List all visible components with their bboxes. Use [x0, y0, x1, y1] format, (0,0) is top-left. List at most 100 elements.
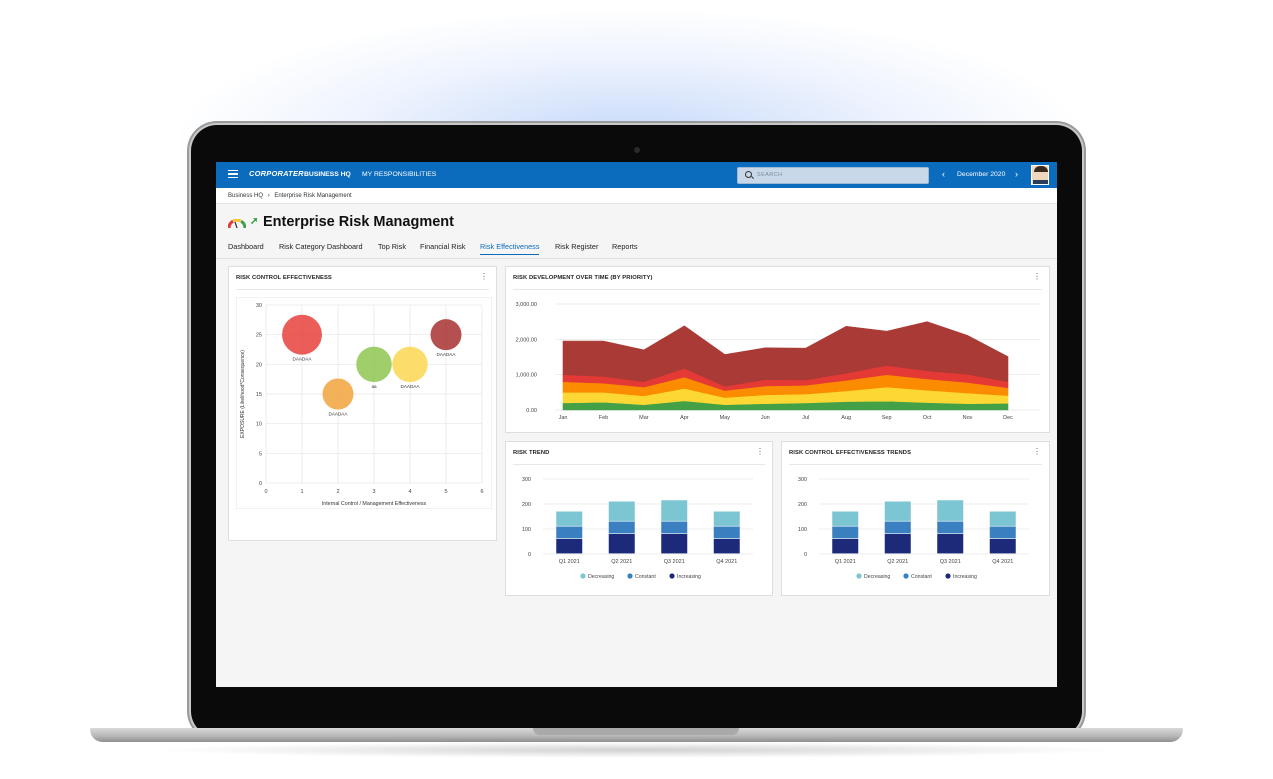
stacked-bar-chart: 0 100 200 300 Q1 2021 Q2 2021 Q3 2021 Q4 2021 De… — [522, 477, 753, 580]
x-tick-label: 0 — [264, 489, 267, 495]
tab-top-risk[interactable]: Top Risk — [378, 242, 406, 251]
laptop-shadow — [150, 742, 1123, 758]
y-tick-label: 0 — [528, 552, 531, 558]
x-tick-label: Q3 2021 — [940, 559, 961, 565]
more-options-icon[interactable]: ⋮ — [480, 272, 488, 281]
more-options-icon[interactable]: ⋮ — [1033, 447, 1041, 456]
card-title: RISK CONTROL EFFECTIVENESS — [236, 275, 332, 281]
y-tick-label: 0 — [804, 552, 807, 558]
y-tick-label: 100 — [522, 527, 531, 533]
tab-risk-effectiveness[interactable]: Risk Effectiveness — [480, 242, 540, 255]
breadcrumb-item-erm: Enterprise Risk Management — [274, 193, 352, 199]
legend-label: Decreasing — [588, 574, 614, 580]
x-tick-label: Aug — [841, 415, 851, 421]
legend-marker — [580, 573, 586, 579]
stacked-bar-chart: 0 100 200 300 Q1 2021 Q2 2021 Q3 2021 Q4 2021 De… — [798, 477, 1029, 580]
search-icon — [745, 171, 752, 178]
legend-marker — [627, 573, 633, 579]
legend-marker — [945, 573, 951, 579]
bar-segment — [713, 511, 740, 526]
bar-segment — [661, 534, 688, 554]
x-tick-label: Oct — [923, 415, 932, 421]
tab-risk-category-dashboard[interactable]: Risk Category Dashboard — [279, 242, 363, 251]
x-tick-label: 1 — [300, 489, 303, 495]
x-tick-label: 5 — [444, 489, 447, 495]
bar-segment — [884, 521, 911, 534]
bar-segment — [832, 511, 859, 526]
bar-segment — [937, 534, 964, 554]
legend-label: Increasing — [677, 574, 701, 580]
bubble-point — [392, 346, 428, 383]
x-tick-label: Jan — [559, 415, 568, 421]
tab-divider — [216, 258, 1057, 259]
card-risk-control-effectiveness-trends: RISK CONTROL EFFECTIVENESS TRENDS ⋮ 0 100… — [781, 441, 1050, 596]
area-series — [562, 321, 1009, 387]
y-tick-label: 200 — [522, 502, 531, 508]
bar-segment — [937, 521, 964, 534]
bubble-point — [356, 346, 392, 383]
card-risk-control-effectiveness: RISK CONTROL EFFECTIVENESS ⋮ 0 5 10 15 20 25 3… — [228, 266, 497, 541]
bubble-label: DAADAA — [401, 384, 421, 389]
avatar[interactable] — [1031, 165, 1049, 185]
x-axis-label: Internal Control / Management Effectiven… — [322, 501, 427, 507]
x-tick-label: Nov — [963, 415, 973, 421]
legend-label: Constant — [635, 574, 656, 580]
bar-segment — [556, 526, 583, 539]
y-tick-label: 1,000.00 — [516, 373, 537, 379]
bar-segment — [608, 521, 635, 534]
bar-segment — [556, 511, 583, 526]
x-tick-label: Q3 2021 — [664, 559, 685, 565]
bar-segment — [608, 501, 635, 521]
x-tick-label: 3 — [372, 489, 375, 495]
webcam — [634, 147, 640, 153]
chevron-right-icon[interactable]: › — [1015, 169, 1018, 179]
card-title: RISK DEVELOPMENT OVER TIME (BY PRIORITY) — [513, 275, 653, 281]
period-selector[interactable]: December 2020 — [957, 171, 1006, 178]
tab-financial-risk[interactable]: Financial Risk — [420, 242, 466, 251]
y-tick-label: 5 — [259, 451, 262, 457]
bar-segment — [884, 534, 911, 554]
bar-segment — [556, 539, 583, 554]
tab-reports[interactable]: Reports — [612, 242, 638, 251]
card-risk-trend: RISK TREND ⋮ 0 100 200 300 Q1 2021 Q2 2021 Q3 … — [505, 441, 773, 596]
bar-segment — [832, 526, 859, 539]
legend-label: Decreasing — [864, 574, 890, 580]
bar-segment — [608, 534, 635, 554]
tab-risk-register[interactable]: Risk Register — [555, 242, 599, 251]
more-options-icon[interactable]: ⋮ — [756, 447, 764, 456]
y-axis-label: EXPOSURE (Likelihood*Consequence) — [240, 350, 246, 438]
menu-icon[interactable] — [228, 170, 238, 178]
bubble-label: aa — [371, 384, 377, 389]
x-tick-label: 6 — [480, 489, 483, 495]
x-tick-label: Sep — [882, 415, 892, 421]
bar-segment — [989, 526, 1016, 539]
x-tick-label: Jul — [802, 415, 809, 421]
x-tick-label: May — [720, 415, 731, 421]
bubble-point — [322, 378, 354, 410]
nav-business-hq[interactable]: BUSINESS HQ — [304, 171, 351, 178]
brand-logo[interactable]: CORPORATER — [249, 169, 304, 178]
bar-segment — [713, 526, 740, 539]
y-tick-label: 25 — [256, 333, 262, 339]
tab-dashboard[interactable]: Dashboard — [228, 242, 264, 251]
x-tick-label: Q2 2021 — [887, 559, 908, 565]
breadcrumb-item-business-hq[interactable]: Business HQ — [228, 193, 264, 199]
legend-label: Increasing — [953, 574, 977, 580]
y-tick-label: 0 — [259, 481, 262, 487]
nav-my-responsibilities[interactable]: MY RESPONSIBILITIES — [362, 171, 437, 178]
more-options-icon[interactable]: ⋮ — [1033, 272, 1041, 281]
card-title: RISK CONTROL EFFECTIVENESS TRENDS — [789, 450, 912, 456]
area-chart: 0.00 1,000.00 2,000.00 3,000.00 Jan Feb Mar Apr… — [516, 302, 1040, 421]
search-input[interactable]: SEARCH — [737, 167, 929, 184]
y-tick-label: 300 — [522, 477, 531, 483]
x-tick-label: Q4 2021 — [716, 559, 737, 565]
x-tick-label: Jun — [761, 415, 770, 421]
bubble-label: DAADAA — [329, 412, 349, 417]
y-tick-label: 100 — [798, 527, 807, 533]
legend-marker — [856, 573, 862, 579]
chevron-left-icon[interactable]: ‹ — [942, 169, 945, 179]
x-tick-label: Q1 2021 — [835, 559, 856, 565]
y-tick-label: 3,000.00 — [516, 302, 537, 308]
search-placeholder: SEARCH — [757, 172, 783, 178]
y-tick-label: 15 — [256, 392, 262, 398]
